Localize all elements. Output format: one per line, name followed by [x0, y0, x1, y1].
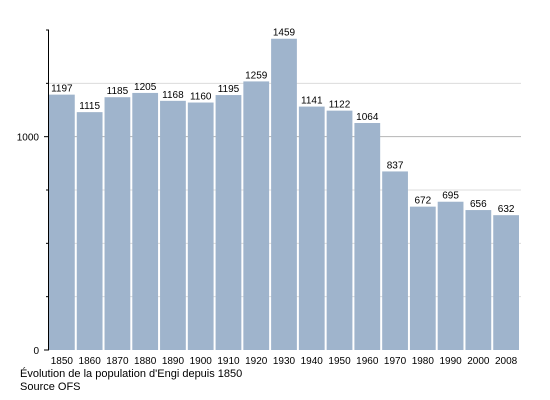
bar: [160, 100, 186, 351]
bar: [104, 97, 131, 350]
x-tick-label: 2000: [467, 356, 490, 367]
y-tick-label: 0: [33, 346, 39, 357]
x-tick-label: 1960: [356, 356, 379, 367]
bar-value-label: 1205: [134, 82, 157, 93]
x-tick-label: 1890: [162, 356, 185, 367]
bar: [437, 201, 464, 350]
bar: [465, 210, 492, 350]
x-tick-label: 1860: [79, 356, 102, 367]
x-tick-label: 1850: [51, 356, 74, 367]
bar: [298, 106, 325, 350]
x-tick-label: 1910: [217, 356, 240, 367]
bar: [326, 110, 353, 350]
axes: 0 1000: [17, 29, 49, 357]
x-tick-label: 1870: [106, 356, 129, 367]
bar: [243, 81, 270, 350]
bar-value-label: 1168: [162, 90, 184, 101]
x-tick-label: 1940: [301, 356, 324, 367]
bar-value-label: 695: [442, 191, 459, 202]
x-tick-label: 1970: [384, 356, 407, 367]
bar: [49, 94, 75, 350]
bar-value-label: 1141: [301, 96, 323, 107]
bar-value-label: 837: [387, 160, 404, 171]
chart-source: Source OFS: [20, 381, 81, 393]
bar-value-label: 1064: [356, 112, 379, 123]
bars: [49, 38, 519, 351]
bar: [187, 102, 214, 351]
bar-value-label: 1115: [79, 101, 100, 112]
bar-value-label: 1259: [245, 70, 268, 81]
bar: [215, 95, 242, 350]
bar-value-label: 1160: [190, 92, 212, 103]
bar-value-label: 1122: [329, 100, 351, 111]
bar-value-label: 672: [414, 196, 431, 207]
x-tick-label: 1930: [273, 356, 296, 367]
y-tick-label: 1000: [17, 133, 40, 144]
x-tick-label: 1950: [328, 356, 351, 367]
bar: [493, 215, 519, 350]
data-labels: 1197 1850 1115 1860 1185 1870 1205 1880 1168 1890…: [51, 28, 518, 367]
bar-value-label: 632: [498, 204, 515, 215]
bar: [354, 123, 381, 350]
x-tick-label: 1990: [439, 356, 462, 367]
bar: [76, 112, 103, 350]
bar: [382, 171, 408, 350]
x-tick-label: 1980: [412, 356, 435, 367]
x-tick-label: 2008: [495, 356, 518, 367]
x-tick-label: 1880: [134, 356, 157, 367]
bar-value-label: 656: [470, 199, 487, 210]
bar-value-label: 1459: [273, 28, 296, 39]
bar: [132, 92, 159, 350]
chart-caption: Évolution de la population d'Engi depuis…: [20, 368, 243, 380]
x-tick-label: 1920: [245, 356, 268, 367]
bar: [271, 38, 297, 350]
bar-value-label: 1197: [51, 84, 73, 95]
bar: [409, 206, 436, 350]
x-tick-label: 1900: [190, 356, 213, 367]
bar-value-label: 1195: [218, 84, 240, 95]
bar-value-label: 1185: [107, 86, 129, 97]
